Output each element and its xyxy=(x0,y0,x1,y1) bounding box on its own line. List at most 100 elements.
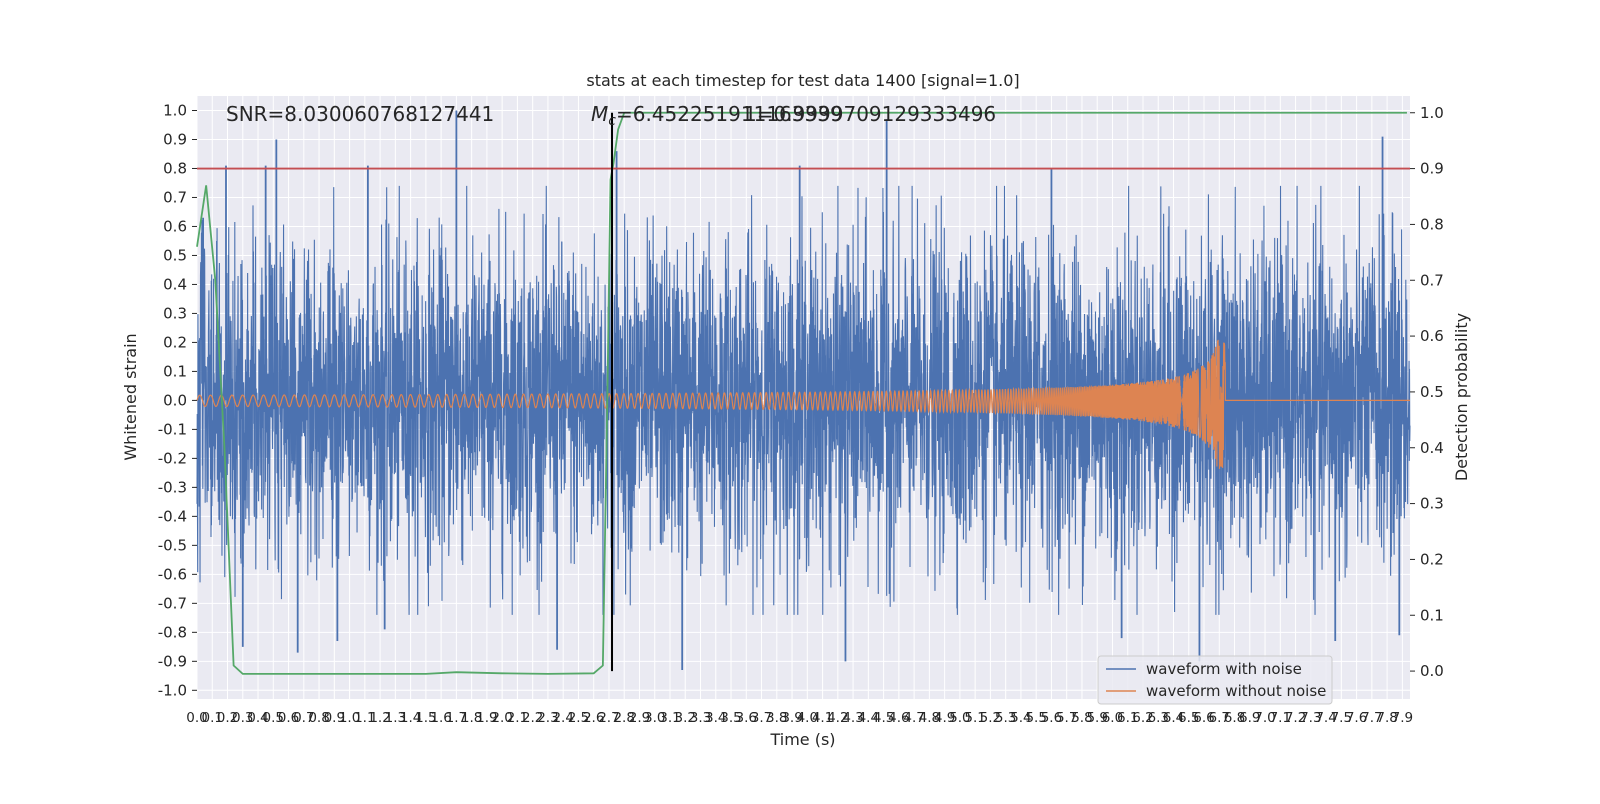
x-tick-label: 6.5 xyxy=(1178,710,1199,726)
x-tick-label: 2.3 xyxy=(537,710,558,726)
x-tick-label: 5.4 xyxy=(1010,710,1031,726)
y-tick-label: 0.5 xyxy=(163,246,187,264)
x-tick-label: 2.0 xyxy=(491,710,512,726)
y-tick-label: -0.2 xyxy=(158,449,187,467)
x-tick-label: 2.5 xyxy=(568,710,589,726)
x-tick-label: 5.0 xyxy=(949,710,970,726)
noisy-waveform-line xyxy=(196,185,1411,615)
x-tick-label: 4.2 xyxy=(827,710,848,726)
y-tick-label: 0.1 xyxy=(163,362,187,380)
x-tick-label: 1.5 xyxy=(415,710,436,726)
chirp-mass-value: =6.452251911163339 xyxy=(616,102,843,126)
y-tick-label: -0.7 xyxy=(158,594,187,612)
y-tick-label: -0.5 xyxy=(158,536,187,554)
x-tick-label: 3.9 xyxy=(781,710,802,726)
legend-box xyxy=(1097,655,1333,705)
chirp-mass-symbol: M xyxy=(591,102,608,126)
y-right-tick-label: 0.1 xyxy=(1420,606,1444,624)
y-tick-label: 0.8 xyxy=(163,159,187,177)
x-tick-label: 6.9 xyxy=(1239,710,1260,726)
x-tick-label: 3.6 xyxy=(736,710,757,726)
noisy-waveform-series xyxy=(196,110,1411,671)
x-tick-label: 2.1 xyxy=(507,710,528,726)
x-tick-label: 1.0 xyxy=(339,710,360,726)
axes: 0.00.10.20.30.40.50.60.70.80.91.01.11.21… xyxy=(158,101,1444,726)
overlap-annotation: 1=0.9999709129333496 xyxy=(744,102,996,126)
y-tick-label: -0.6 xyxy=(158,565,187,583)
x-tick-label: 2.8 xyxy=(613,710,634,726)
legend: waveform with noise waveform without noi… xyxy=(1097,655,1333,705)
x-tick-label: 6.6 xyxy=(1193,710,1214,726)
x-tick-label: 3.4 xyxy=(705,710,726,726)
x-tick-label: 4.8 xyxy=(919,710,940,726)
y-right-tick-label: 0.9 xyxy=(1420,160,1444,178)
x-tick-label: 0.9 xyxy=(324,710,345,726)
y-tick-label: -0.1 xyxy=(158,420,187,438)
y-right-tick-label: 0.8 xyxy=(1420,215,1444,233)
legend-label-clean: waveform without noise xyxy=(1146,682,1326,700)
x-tick-label: 5.8 xyxy=(1071,710,1092,726)
x-tick-label: 6.7 xyxy=(1209,710,1230,726)
y-right-tick-label: 0.4 xyxy=(1420,439,1444,457)
x-tick-label: 6.3 xyxy=(1148,710,1169,726)
y-right-tick-label: 0.2 xyxy=(1420,550,1444,568)
clean-waveform-series xyxy=(196,339,1410,469)
y-axis-right-label: Detection probability xyxy=(1452,313,1471,481)
x-tick-label: 1.3 xyxy=(385,710,406,726)
x-tick-label: 4.1 xyxy=(812,710,833,726)
y-tick-label: 0.2 xyxy=(163,333,187,351)
x-tick-label: 5.7 xyxy=(1056,710,1077,726)
x-tick-label: 0.2 xyxy=(217,710,238,726)
x-tick-label: 6.0 xyxy=(1102,710,1123,726)
y-tick-label: -1.0 xyxy=(158,681,187,699)
x-tick-label: 3.5 xyxy=(720,710,741,726)
y-right-tick-label: 0.6 xyxy=(1420,327,1444,345)
x-tick-label: 1.9 xyxy=(476,710,497,726)
x-tick-label: 1.7 xyxy=(446,710,467,726)
y-right-tick-label: 0.3 xyxy=(1420,495,1444,513)
y-tick-label: 0.6 xyxy=(163,217,187,235)
x-tick-label: 4.5 xyxy=(873,710,894,726)
x-tick-label: 7.0 xyxy=(1254,710,1275,726)
x-tick-label: 3.1 xyxy=(659,710,680,726)
y-right-tick-label: 0.5 xyxy=(1420,383,1444,401)
x-tick-label: 7.7 xyxy=(1361,710,1382,726)
y-tick-label: -0.4 xyxy=(158,507,187,525)
x-tick-label: 7.1 xyxy=(1270,710,1291,726)
x-tick-label: 5.2 xyxy=(980,710,1001,726)
x-tick-label: 3.2 xyxy=(675,710,696,726)
y-tick-label: -0.9 xyxy=(158,652,187,670)
x-tick-label: 3.7 xyxy=(751,710,772,726)
x-tick-label: 3.0 xyxy=(644,710,665,726)
y-tick-label: 0.0 xyxy=(163,391,187,409)
probability-line xyxy=(196,111,1407,675)
x-tick-label: 5.6 xyxy=(1041,710,1062,726)
x-axis-label: Time (s) xyxy=(769,730,835,749)
x-tick-label: 7.3 xyxy=(1300,710,1321,726)
x-tick-label: 4.3 xyxy=(842,710,863,726)
y-tick-label: 0.7 xyxy=(163,188,187,206)
x-tick-label: 6.1 xyxy=(1117,710,1138,726)
x-tick-label: 2.4 xyxy=(552,710,573,726)
y-tick-label: 1.0 xyxy=(163,101,187,119)
snr-annotation: SNR=8.030060768127441 xyxy=(226,102,494,126)
y-right-tick-label: 0.7 xyxy=(1420,271,1444,289)
x-tick-label: 5.3 xyxy=(995,710,1016,726)
x-tick-label: 6.4 xyxy=(1163,710,1184,726)
x-tick-label: 4.6 xyxy=(888,710,909,726)
y-tick-label: -0.3 xyxy=(158,478,187,496)
x-tick-label: 7.4 xyxy=(1315,710,1336,726)
chart-title: stats at each timestep for test data 140… xyxy=(586,71,1019,90)
y-tick-label: 0.9 xyxy=(163,130,187,148)
x-tick-label: 1.6 xyxy=(430,710,451,726)
x-tick-label: 7.5 xyxy=(1331,710,1352,726)
reference-marks xyxy=(197,112,1410,672)
legend-label-noisy: waveform with noise xyxy=(1146,660,1302,678)
x-tick-label: 0.4 xyxy=(247,710,268,726)
x-tick-label: 1.1 xyxy=(354,710,375,726)
chirp-mass-annotation: Mc=6.452251911163339 xyxy=(591,102,843,129)
x-tick-label: 2.2 xyxy=(522,710,543,726)
x-tick-label: 0.5 xyxy=(263,710,284,726)
y-right-tick-label: 0.0 xyxy=(1420,662,1444,680)
